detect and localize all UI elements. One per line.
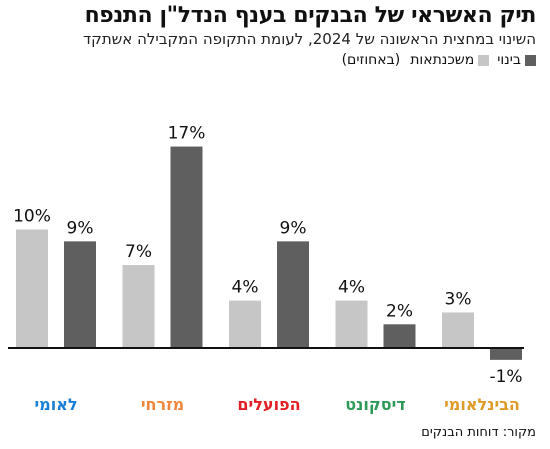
unit-note: (באחוזים) [341,52,401,68]
category-label-2: מזרחי [141,395,184,414]
value-label-construction-2: 17% [168,124,206,144]
legend-label-mortgages: משכנתאות [410,52,475,68]
value-label-mortgages-4: 4% [338,278,365,298]
value-label-construction-4: 2% [386,301,413,321]
legend-item-mortgages: משכנתאות [410,52,490,68]
value-label-construction-1: 9% [67,218,94,238]
bar-mortgages-3 [229,300,261,348]
value-label-construction-5: -1% [489,367,522,387]
category-label-1: לאומי [34,395,77,414]
category-label-3: הפועלים [237,395,300,414]
value-label-mortgages-2: 7% [125,242,152,262]
legend-label-construction: בינוי [497,52,521,68]
subtitle-text: השינוי במחצית הראשונה של 2024, לעומת התק… [82,30,536,48]
legend-item-construction: בינוי [497,52,536,68]
legend: בינוי משכנתאות (באחוזים) [342,52,536,68]
chart-title: תיק האשראי של הבנקים בענף הנדל"ן התנפח [84,3,537,28]
chart-subtitle: השינוי במחצית הראשונה של 2024, לעומת התק… [83,30,536,48]
value-label-construction-3: 9% [280,218,307,238]
bar-mortgages-2 [122,265,155,348]
category-label-5: הבינלאומי [444,395,520,414]
bar-mortgages-5 [442,312,474,348]
value-label-mortgages-1: 10% [13,207,51,227]
bar-construction-3 [277,241,309,348]
legend-swatch-mortgages [478,54,490,66]
value-label-mortgages-3: 4% [232,278,259,298]
value-label-mortgages-5: 3% [445,289,472,309]
category-label-4: דיסקונט [345,395,405,414]
source-note: מקור: דוחות הבנקים [421,425,536,440]
bar-construction-5 [490,348,522,360]
bar-construction-2 [170,146,203,348]
bar-construction-4 [383,324,416,348]
bar-mortgages-1 [16,229,48,348]
legend-swatch-construction [525,54,536,66]
bar-mortgages-4 [335,300,368,348]
bar-construction-1 [64,241,96,348]
